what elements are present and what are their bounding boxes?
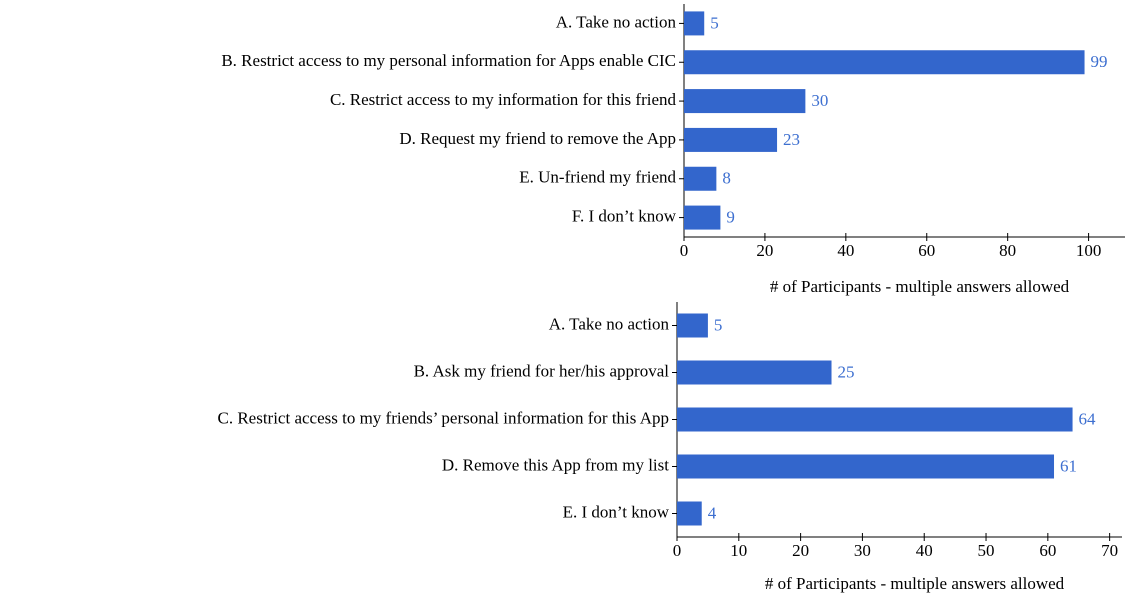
value-label: 99	[1091, 52, 1108, 71]
y-tick-label: E. I don’t know	[563, 502, 670, 521]
value-label: 25	[838, 362, 855, 381]
value-label: 30	[811, 91, 828, 110]
y-tick-label: E. Un-friend my friend	[519, 168, 676, 187]
value-label: 8	[722, 169, 731, 188]
y-tick-label: F. I don’t know	[572, 206, 677, 225]
x-tick-label: 60	[1039, 541, 1056, 560]
x-tick-label: 0	[673, 541, 682, 560]
bar	[677, 501, 702, 526]
bar	[677, 360, 832, 385]
bar	[677, 407, 1073, 432]
y-tick-label: D. Remove this App from my list	[442, 455, 669, 474]
bar	[684, 205, 721, 230]
bar	[677, 313, 708, 338]
bar	[684, 89, 806, 114]
y-tick-label: A. Take no action	[549, 314, 670, 333]
value-label: 5	[714, 315, 723, 334]
x-tick-label: 60	[918, 241, 935, 260]
y-tick-label: C. Restrict access to my friends’ person…	[217, 408, 669, 427]
x-tick-label: 30	[854, 541, 871, 560]
bar	[684, 127, 778, 152]
x-tick-label: 40	[837, 241, 854, 260]
x-tick-label: 70	[1101, 541, 1118, 560]
x-tick-label: 80	[999, 241, 1016, 260]
x-tick-label: 50	[978, 541, 995, 560]
x-axis-label: # of Participants - multiple answers all…	[765, 574, 1065, 593]
y-tick-label: B. Restrict access to my personal inform…	[221, 51, 676, 70]
value-label: 5	[710, 13, 719, 32]
x-tick-label: 40	[916, 541, 933, 560]
bar	[677, 454, 1055, 479]
x-tick-label: 0	[680, 241, 689, 260]
x-tick-label: 100	[1076, 241, 1102, 260]
value-label: 9	[726, 207, 735, 226]
bar	[684, 166, 717, 191]
x-axis-label: # of Participants - multiple answers all…	[770, 277, 1070, 296]
x-tick-label: 10	[730, 541, 747, 560]
value-label: 61	[1060, 456, 1077, 475]
y-tick-label: C. Restrict access to my information for…	[330, 90, 677, 109]
value-label: 64	[1079, 409, 1097, 428]
value-label: 23	[783, 130, 800, 149]
x-tick-label: 20	[756, 241, 773, 260]
y-tick-label: D. Request my friend to remove the App	[399, 129, 676, 148]
x-tick-label: 20	[792, 541, 809, 560]
y-tick-label: B. Ask my friend for her/his approval	[414, 361, 670, 380]
bar	[684, 11, 705, 36]
y-tick-label: A. Take no action	[556, 12, 677, 31]
bar	[684, 50, 1085, 75]
value-label: 4	[708, 503, 717, 522]
